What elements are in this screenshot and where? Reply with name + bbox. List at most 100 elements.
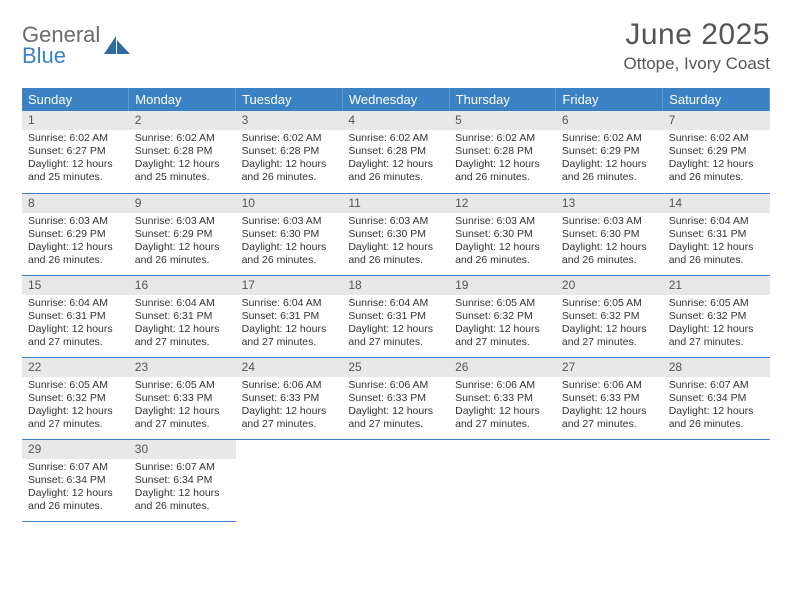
day-number: 24 bbox=[236, 358, 343, 377]
calendar-cell: 21Sunrise: 6:05 AMSunset: 6:32 PMDayligh… bbox=[663, 275, 770, 357]
day-number: 19 bbox=[449, 276, 556, 295]
sunrise-line: Sunrise: 6:07 AM bbox=[28, 461, 123, 474]
sunrise-line: Sunrise: 6:04 AM bbox=[242, 297, 337, 310]
sunset-line: Sunset: 6:30 PM bbox=[562, 228, 657, 241]
calendar-row: 15Sunrise: 6:04 AMSunset: 6:31 PMDayligh… bbox=[22, 275, 770, 357]
calendar-cell: 23Sunrise: 6:05 AMSunset: 6:33 PMDayligh… bbox=[129, 357, 236, 439]
day-number: 8 bbox=[22, 194, 129, 213]
day-number: 14 bbox=[663, 194, 770, 213]
day-number: 21 bbox=[663, 276, 770, 295]
daylight-line: Daylight: 12 hours and 25 minutes. bbox=[135, 158, 230, 184]
sunset-line: Sunset: 6:29 PM bbox=[135, 228, 230, 241]
calendar-cell: 12Sunrise: 6:03 AMSunset: 6:30 PMDayligh… bbox=[449, 193, 556, 275]
sunset-line: Sunset: 6:27 PM bbox=[28, 145, 123, 158]
sunrise-line: Sunrise: 6:03 AM bbox=[455, 215, 550, 228]
day-details: Sunrise: 6:03 AMSunset: 6:29 PMDaylight:… bbox=[22, 213, 129, 272]
day-number: 4 bbox=[342, 111, 449, 130]
day-details: Sunrise: 6:04 AMSunset: 6:31 PMDaylight:… bbox=[236, 295, 343, 354]
sunset-line: Sunset: 6:34 PM bbox=[669, 392, 764, 405]
sunset-line: Sunset: 6:32 PM bbox=[562, 310, 657, 323]
day-number: 2 bbox=[129, 111, 236, 130]
daylight-line: Daylight: 12 hours and 26 minutes. bbox=[455, 158, 550, 184]
day-details: Sunrise: 6:03 AMSunset: 6:30 PMDaylight:… bbox=[236, 213, 343, 272]
daylight-line: Daylight: 12 hours and 27 minutes. bbox=[242, 405, 337, 431]
sunrise-line: Sunrise: 6:02 AM bbox=[455, 132, 550, 145]
calendar-row: 22Sunrise: 6:05 AMSunset: 6:32 PMDayligh… bbox=[22, 357, 770, 439]
sunrise-line: Sunrise: 6:02 AM bbox=[562, 132, 657, 145]
calendar-cell: 8Sunrise: 6:03 AMSunset: 6:29 PMDaylight… bbox=[22, 193, 129, 275]
day-details: Sunrise: 6:03 AMSunset: 6:29 PMDaylight:… bbox=[129, 213, 236, 272]
month-title: June 2025 bbox=[624, 18, 770, 52]
day-number: 10 bbox=[236, 194, 343, 213]
day-details: Sunrise: 6:07 AMSunset: 6:34 PMDaylight:… bbox=[663, 377, 770, 436]
sunrise-line: Sunrise: 6:06 AM bbox=[562, 379, 657, 392]
weekday-header: Sunday bbox=[22, 88, 129, 111]
day-details: Sunrise: 6:04 AMSunset: 6:31 PMDaylight:… bbox=[129, 295, 236, 354]
daylight-line: Daylight: 12 hours and 27 minutes. bbox=[348, 323, 443, 349]
day-details: Sunrise: 6:03 AMSunset: 6:30 PMDaylight:… bbox=[342, 213, 449, 272]
sunset-line: Sunset: 6:34 PM bbox=[28, 474, 123, 487]
calendar-cell: 1Sunrise: 6:02 AMSunset: 6:27 PMDaylight… bbox=[22, 111, 129, 193]
calendar-cell bbox=[236, 439, 343, 521]
daylight-line: Daylight: 12 hours and 26 minutes. bbox=[242, 241, 337, 267]
calendar-cell: 19 Sunrise: 6:05 AMSunset: 6:32 PMDayligh… bbox=[449, 275, 556, 357]
day-number: 26 bbox=[449, 358, 556, 377]
weekday-header-row: SundayMondayTuesdayWednesdayThursdayFrid… bbox=[22, 88, 770, 111]
day-details: Sunrise: 6:05 AMSunset: 6:33 PMDaylight:… bbox=[129, 377, 236, 436]
sunset-line: Sunset: 6:29 PM bbox=[669, 145, 764, 158]
daylight-line: Daylight: 12 hours and 27 minutes. bbox=[562, 323, 657, 349]
calendar-cell: 20 Sunrise: 6:05 AMSunset: 6:32 PMDayligh… bbox=[556, 275, 663, 357]
day-details: Sunrise: 6:03 AMSunset: 6:30 PMDaylight:… bbox=[556, 213, 663, 272]
calendar-row: 1Sunrise: 6:02 AMSunset: 6:27 PMDaylight… bbox=[22, 111, 770, 193]
sunset-line: Sunset: 6:33 PM bbox=[242, 392, 337, 405]
day-number: 12 bbox=[449, 194, 556, 213]
sunset-line: Sunset: 6:32 PM bbox=[455, 310, 550, 323]
sunrise-line: Sunrise: 6:05 AM bbox=[669, 297, 764, 310]
day-details: Sunrise: 6:06 AMSunset: 6:33 PMDaylight:… bbox=[342, 377, 449, 436]
daylight-line: Daylight: 12 hours and 27 minutes. bbox=[455, 405, 550, 431]
day-details: Sunrise: 6:04 AMSunset: 6:31 PMDaylight:… bbox=[342, 295, 449, 354]
day-details: Sunrise: 6:02 AMSunset: 6:28 PMDaylight:… bbox=[236, 130, 343, 189]
day-details: Sunrise: 6:04 AMSunset: 6:31 PMDaylight:… bbox=[22, 295, 129, 354]
daylight-line: Daylight: 12 hours and 26 minutes. bbox=[455, 241, 550, 267]
calendar-cell: 25Sunrise: 6:06 AMSunset: 6:33 PMDayligh… bbox=[342, 357, 449, 439]
daylight-line: Daylight: 12 hours and 27 minutes. bbox=[135, 405, 230, 431]
sunrise-line: Sunrise: 6:05 AM bbox=[135, 379, 230, 392]
sunset-line: Sunset: 6:33 PM bbox=[348, 392, 443, 405]
daylight-line: Daylight: 12 hours and 27 minutes. bbox=[455, 323, 550, 349]
calendar-cell: 13Sunrise: 6:03 AMSunset: 6:30 PMDayligh… bbox=[556, 193, 663, 275]
calendar-body: 1Sunrise: 6:02 AMSunset: 6:27 PMDaylight… bbox=[22, 111, 770, 521]
sunset-line: Sunset: 6:32 PM bbox=[28, 392, 123, 405]
daylight-line: Daylight: 12 hours and 26 minutes. bbox=[348, 158, 443, 184]
sunrise-line: Sunrise: 6:05 AM bbox=[455, 297, 550, 310]
sunrise-line: Sunrise: 6:02 AM bbox=[28, 132, 123, 145]
day-details: Sunrise: 6:07 AMSunset: 6:34 PMDaylight:… bbox=[22, 459, 129, 518]
day-number: 1 bbox=[22, 111, 129, 130]
daylight-line: Daylight: 12 hours and 26 minutes. bbox=[562, 241, 657, 267]
day-number: 16 bbox=[129, 276, 236, 295]
day-number: 29 bbox=[22, 440, 129, 459]
sunrise-line: Sunrise: 6:04 AM bbox=[28, 297, 123, 310]
daylight-line: Daylight: 12 hours and 27 minutes. bbox=[135, 323, 230, 349]
sunset-line: Sunset: 6:28 PM bbox=[135, 145, 230, 158]
calendar-cell: 29Sunrise: 6:07 AMSunset: 6:34 PMDayligh… bbox=[22, 439, 129, 521]
sunset-line: Sunset: 6:28 PM bbox=[242, 145, 337, 158]
day-details: Sunrise: 6:02 AMSunset: 6:27 PMDaylight:… bbox=[22, 130, 129, 189]
daylight-line: Daylight: 12 hours and 26 minutes. bbox=[348, 241, 443, 267]
day-number: 22 bbox=[22, 358, 129, 377]
sunrise-line: Sunrise: 6:03 AM bbox=[242, 215, 337, 228]
daylight-line: Daylight: 12 hours and 26 minutes. bbox=[669, 405, 764, 431]
sunset-line: Sunset: 6:29 PM bbox=[28, 228, 123, 241]
day-number: 27 bbox=[556, 358, 663, 377]
day-number: 23 bbox=[129, 358, 236, 377]
sunrise-line: Sunrise: 6:05 AM bbox=[28, 379, 123, 392]
sunrise-line: Sunrise: 6:06 AM bbox=[348, 379, 443, 392]
sunrise-line: Sunrise: 6:02 AM bbox=[135, 132, 230, 145]
sunrise-line: Sunrise: 6:05 AM bbox=[562, 297, 657, 310]
sunrise-line: Sunrise: 6:02 AM bbox=[669, 132, 764, 145]
day-number: 20 bbox=[556, 276, 663, 295]
brand-logo: General Blue bbox=[22, 24, 132, 67]
day-details: Sunrise: 6:05 AMSunset: 6:32 PMDaylight:… bbox=[663, 295, 770, 354]
day-number: 7 bbox=[663, 111, 770, 130]
day-number: 6 bbox=[556, 111, 663, 130]
